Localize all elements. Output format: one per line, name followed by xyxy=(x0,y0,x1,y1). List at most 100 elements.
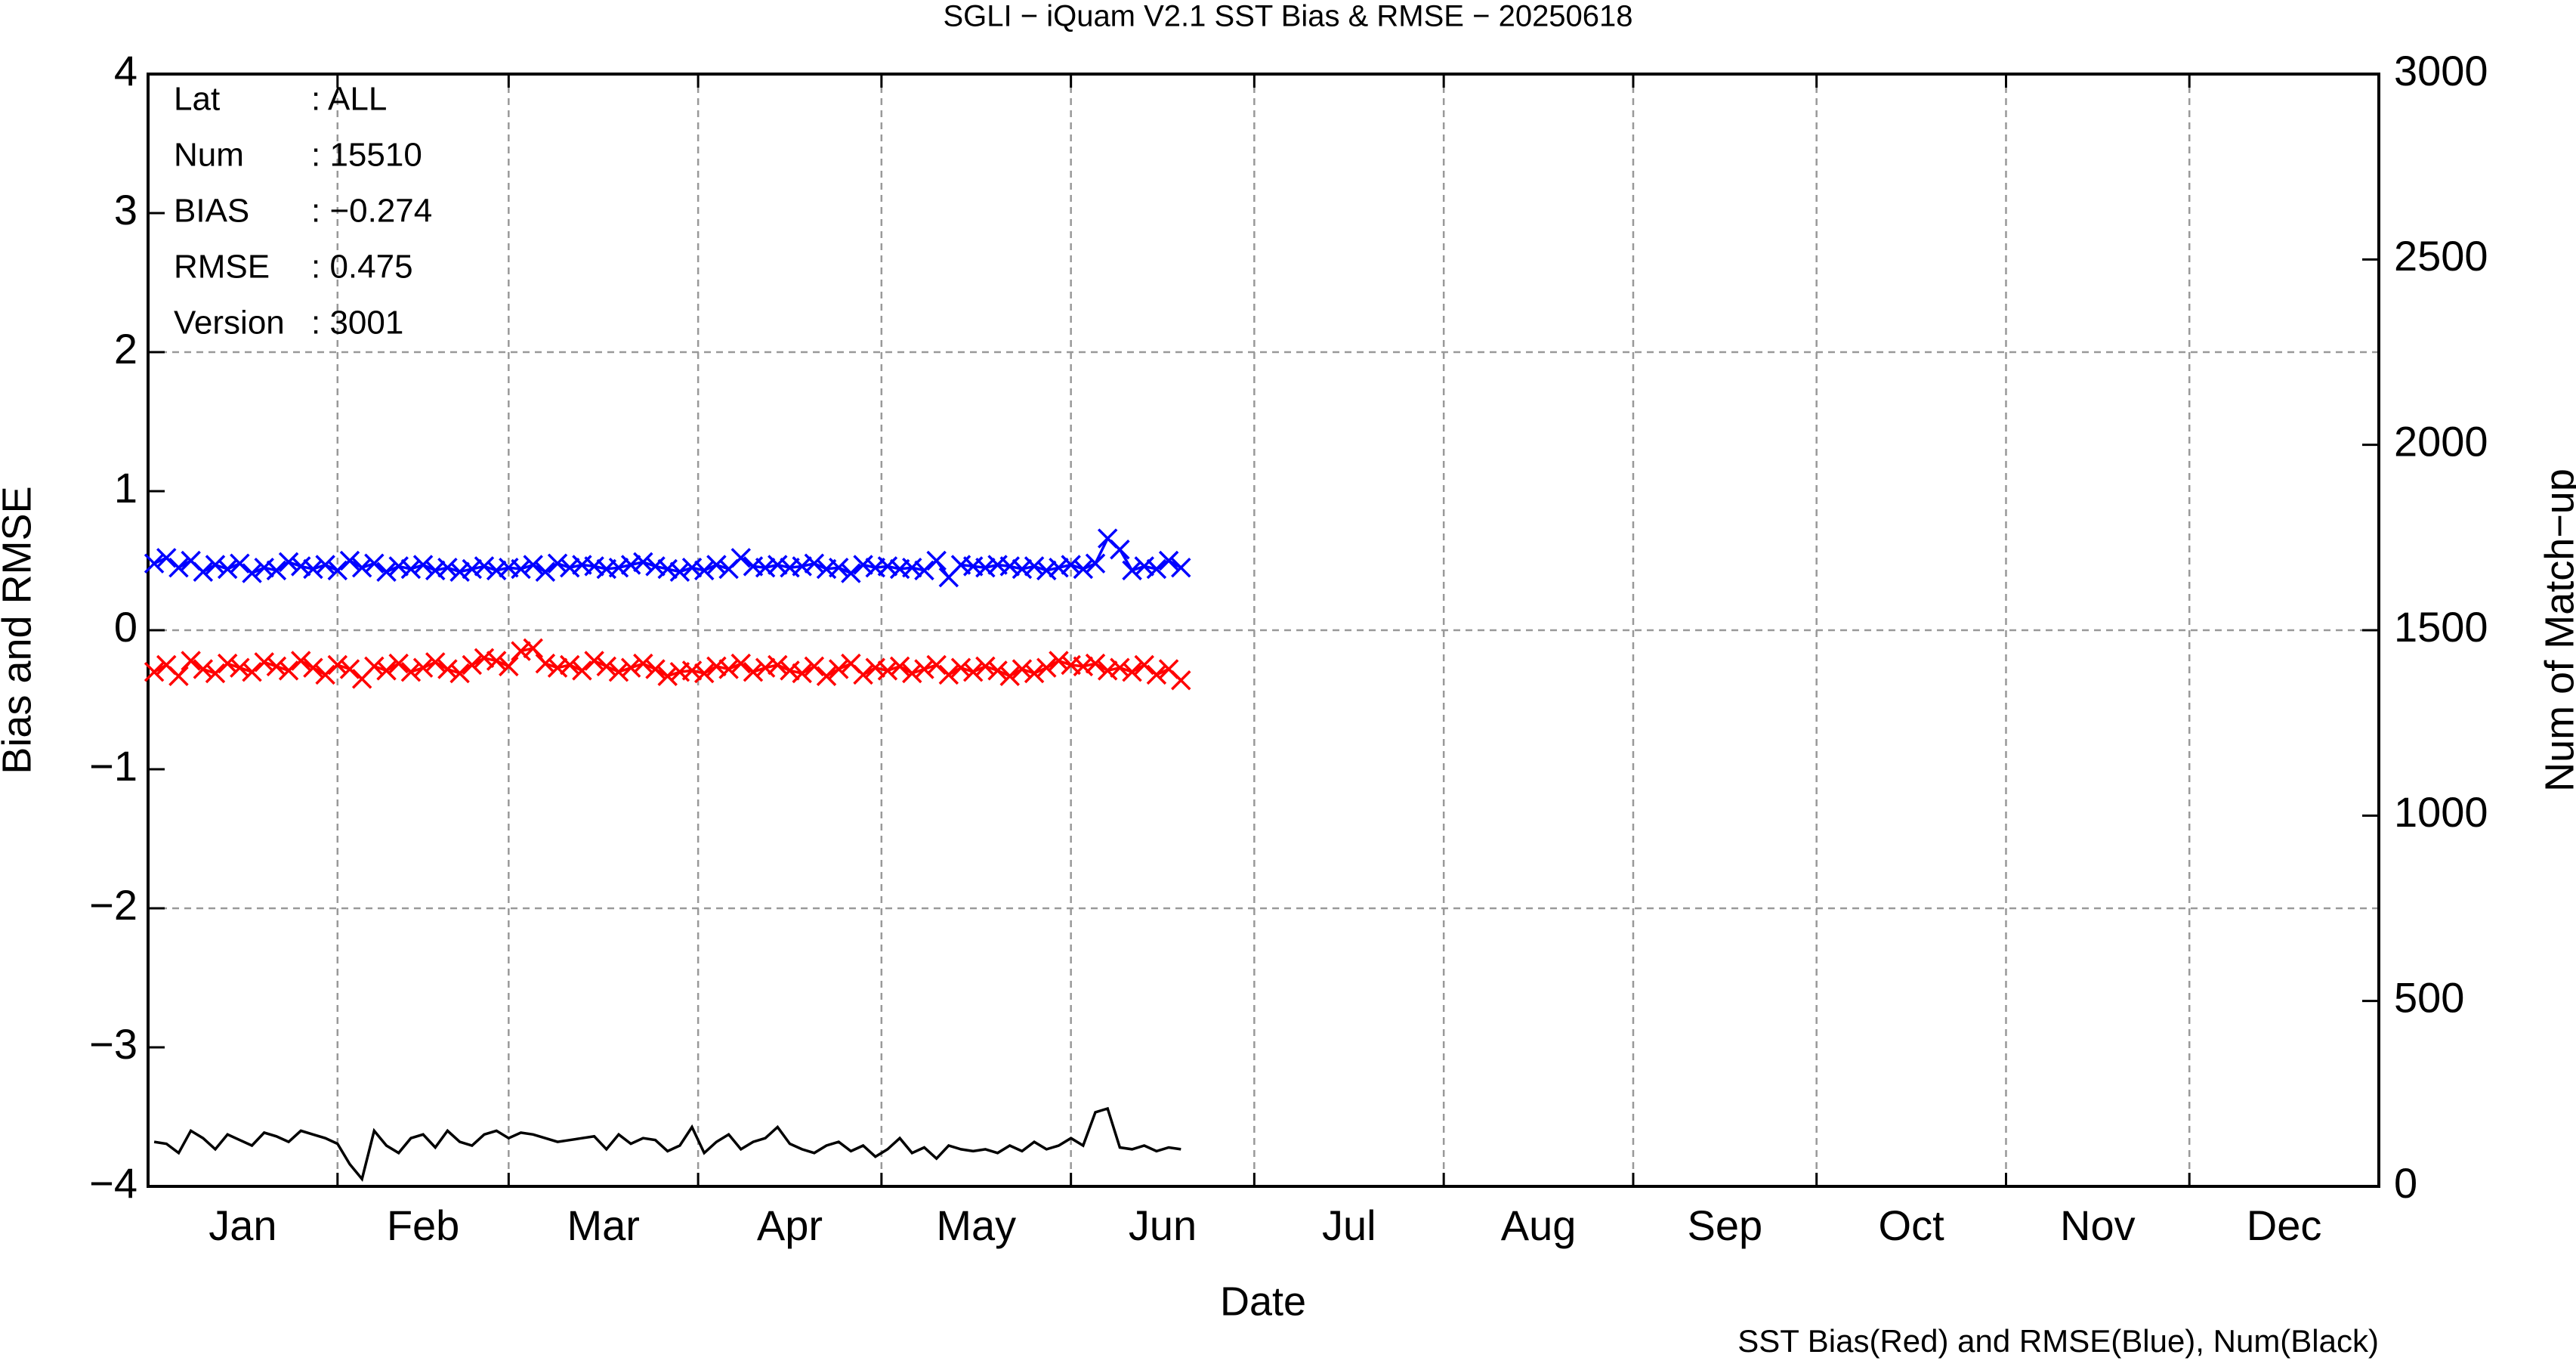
marker xyxy=(596,656,617,677)
y-tick-label: −4 xyxy=(89,1159,137,1207)
marker xyxy=(865,657,885,678)
marker xyxy=(1036,657,1057,678)
x-axis-label: Date xyxy=(1220,1279,1306,1324)
marker xyxy=(1049,651,1069,671)
marker xyxy=(278,552,299,573)
marker xyxy=(620,657,641,678)
marker xyxy=(511,641,531,661)
marker xyxy=(278,660,299,681)
marker xyxy=(193,561,214,582)
marker xyxy=(804,656,825,677)
marker xyxy=(633,653,653,674)
marker xyxy=(205,555,226,575)
marker xyxy=(449,663,470,684)
marker xyxy=(315,555,335,575)
marker xyxy=(523,555,543,575)
marker xyxy=(1036,560,1057,581)
marker xyxy=(486,651,507,671)
marker xyxy=(449,561,470,582)
marker xyxy=(303,657,323,678)
marker xyxy=(853,555,873,575)
marker xyxy=(474,648,495,669)
marker xyxy=(291,556,311,577)
marker xyxy=(376,660,397,681)
marker xyxy=(657,558,678,580)
marker xyxy=(1012,659,1033,679)
y2-tick-label: 500 xyxy=(2394,973,2464,1021)
marker xyxy=(254,652,274,673)
marker xyxy=(242,661,262,682)
marker xyxy=(1024,663,1045,684)
marker xyxy=(364,656,385,677)
marker xyxy=(266,560,287,581)
marker xyxy=(1146,558,1167,580)
marker xyxy=(902,557,922,578)
marker xyxy=(1171,557,1191,578)
y-tick-label: 0 xyxy=(114,603,137,651)
y-tick-label: −3 xyxy=(89,1020,137,1068)
marker xyxy=(816,666,837,686)
marker xyxy=(1085,553,1106,574)
marker xyxy=(388,653,409,674)
y2-tick-label: 0 xyxy=(2394,1159,2417,1207)
marker xyxy=(1097,660,1118,681)
marker xyxy=(1012,558,1033,580)
marker xyxy=(425,652,446,673)
marker xyxy=(437,557,458,578)
marker xyxy=(1073,558,1094,580)
marker xyxy=(400,661,422,682)
marker xyxy=(572,660,592,681)
marker xyxy=(743,661,764,682)
stat-value: : ALL xyxy=(311,81,387,118)
marker xyxy=(230,657,250,678)
marker xyxy=(914,560,934,581)
marker xyxy=(718,659,739,679)
marker xyxy=(547,657,568,678)
stat-value: : 0.475 xyxy=(311,249,413,286)
marker xyxy=(681,660,703,681)
marker xyxy=(217,653,238,674)
marker xyxy=(315,664,335,685)
marker xyxy=(1122,661,1142,682)
marker xyxy=(841,563,861,583)
marker xyxy=(1049,557,1069,578)
marker xyxy=(364,553,385,574)
stat-value: : 15510 xyxy=(311,137,422,174)
marker xyxy=(1073,656,1094,677)
x-tick-label: Mar xyxy=(567,1201,640,1249)
marker xyxy=(828,557,849,578)
marker xyxy=(425,560,446,581)
y2-tick-label: 2500 xyxy=(2394,232,2488,280)
marker xyxy=(1110,657,1130,678)
x-tick-label: Aug xyxy=(1501,1201,1577,1249)
marker xyxy=(535,561,556,582)
marker xyxy=(547,553,568,574)
marker xyxy=(902,663,922,684)
y2-tick-label: 1000 xyxy=(2394,788,2488,836)
marker xyxy=(217,558,238,580)
y-tick-label: 2 xyxy=(114,325,137,373)
marker xyxy=(792,556,812,577)
y2-tick-label: 1500 xyxy=(2394,603,2488,651)
marker xyxy=(657,666,678,686)
plot-frame xyxy=(147,73,2380,1188)
marker xyxy=(608,661,629,682)
x-tick-label: Feb xyxy=(387,1201,460,1249)
marker xyxy=(792,663,812,684)
x-tick-label: May xyxy=(936,1201,1016,1249)
marker xyxy=(168,557,189,578)
marker xyxy=(1061,555,1081,575)
marker xyxy=(511,558,531,580)
marker xyxy=(193,659,214,679)
marker xyxy=(376,561,397,582)
marker xyxy=(1134,556,1154,577)
marker xyxy=(412,657,434,678)
marker xyxy=(853,664,873,685)
marker xyxy=(1110,540,1130,560)
x-tick-label: Jul xyxy=(1322,1201,1376,1249)
marker xyxy=(681,557,703,578)
marker xyxy=(877,556,898,577)
marker xyxy=(620,555,641,575)
marker xyxy=(938,664,959,685)
x-tick-label: Apr xyxy=(757,1201,823,1249)
